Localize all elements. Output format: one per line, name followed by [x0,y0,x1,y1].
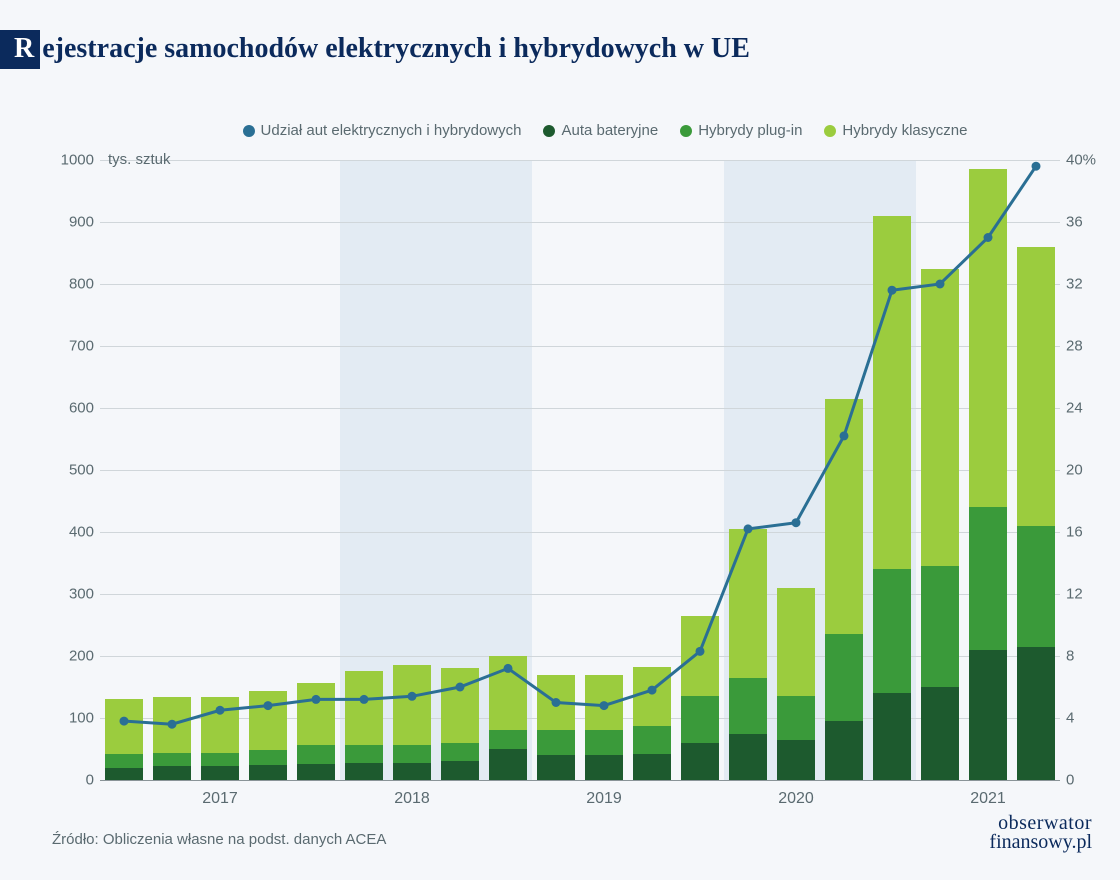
line-marker [648,686,657,695]
x-year-label: 2021 [970,780,1006,808]
y-left-tick: 600 [69,400,100,417]
chart-plot-area: 01002003004005006007008009001000tys. szt… [100,160,1060,780]
line-marker [840,431,849,440]
y-left-tick: 200 [69,648,100,665]
line-marker [792,518,801,527]
legend-item: Auta bateryjne [543,122,658,139]
legend: Udział aut elektrycznych i hybrydowych Au… [150,122,1060,139]
bar-swatch-icon [824,125,836,137]
line-marker [552,698,561,707]
y-right-tick: 40% [1060,152,1096,169]
legend-label: Hybrydy klasyczne [842,122,967,139]
x-year-label: 2018 [394,780,430,808]
title-rest: ejestracje samochodów elektrycznych i hy… [40,30,750,69]
x-year-label: 2019 [586,780,622,808]
line-marker [216,706,225,715]
y-left-tick: 800 [69,276,100,293]
line-marker [744,524,753,533]
y-left-tick: 0 [86,772,100,789]
legend-label: Hybrydy plug-in [698,122,802,139]
title-first-letter: R [0,30,40,69]
line-marker [936,280,945,289]
bar-swatch-icon [680,125,692,137]
line-marker [888,286,897,295]
line-marker [984,233,993,242]
line-marker [264,701,273,710]
legend-item: Hybrydy klasyczne [824,122,967,139]
line-marker [456,683,465,692]
y-left-tick: 1000 [61,152,100,169]
legend-item: Hybrydy plug-in [680,122,802,139]
line-marker [120,717,129,726]
line-marker [696,647,705,656]
y-right-tick: 4 [1060,710,1074,727]
source-text: Źródło: Obliczenia własne na podst. dany… [52,831,386,848]
line-marker [504,664,513,673]
y-right-tick: 32 [1060,276,1083,293]
y-right-tick: 8 [1060,648,1074,665]
line-marker [360,695,369,704]
y-left-tick: 700 [69,338,100,355]
y-right-tick: 28 [1060,338,1083,355]
y-right-tick: 12 [1060,586,1083,603]
y-left-tick: 300 [69,586,100,603]
x-year-label: 2017 [202,780,238,808]
line-swatch-icon [243,125,255,137]
legend-item: Udział aut elektrycznych i hybrydowych [243,122,522,139]
y-left-tick: 900 [69,214,100,231]
line-marker [168,720,177,729]
y-right-tick: 16 [1060,524,1083,541]
bar-swatch-icon [543,125,555,137]
line-marker [312,695,321,704]
y-right-tick: 36 [1060,214,1083,231]
y-right-tick: 0 [1060,772,1074,789]
y-right-tick: 20 [1060,462,1083,479]
y-right-tick: 24 [1060,400,1083,417]
line-marker [408,692,417,701]
legend-label: Auta bateryjne [561,122,658,139]
line-marker [1032,162,1041,171]
y-left-tick: 400 [69,524,100,541]
share-line [124,166,1036,724]
y-left-tick: 100 [69,710,100,727]
logo-line2: finansowy.pl [989,833,1092,852]
line-marker [600,701,609,710]
publisher-logo: obserwator finansowy.pl [989,814,1092,852]
x-year-label: 2020 [778,780,814,808]
legend-label: Udział aut elektrycznych i hybrydowych [261,122,522,139]
line-series-layer [100,160,1060,780]
chart-title: R ejestracje samochodów elektrycznych i … [0,30,750,69]
y-left-tick: 500 [69,462,100,479]
